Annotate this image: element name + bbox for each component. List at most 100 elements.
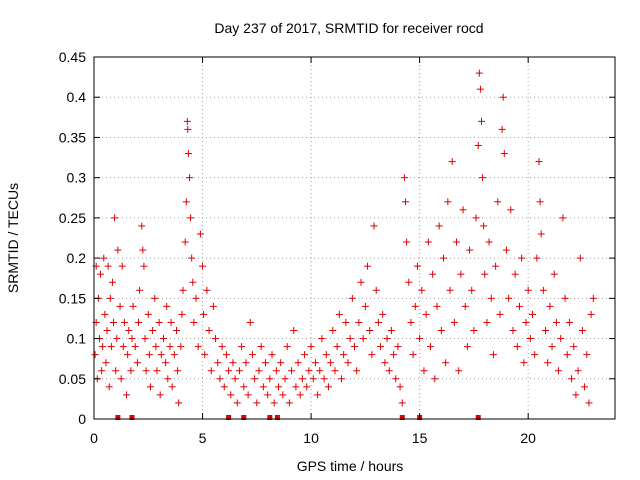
data-point [511,270,519,278]
data-point [136,286,144,294]
data-point [435,222,443,230]
data-point [461,302,469,310]
data-point [133,359,141,367]
data-point [583,351,591,359]
data-point [407,318,415,326]
data-point [209,302,217,310]
data-point [422,310,430,318]
data-point [99,343,107,351]
data-point [576,254,584,262]
data-point [337,375,345,383]
data-point [97,270,105,278]
data-point [179,286,187,294]
data-point [175,399,183,407]
data-point [383,335,391,343]
data-point [368,351,376,359]
data-point [309,375,317,383]
y-tick-label: 0.15 [59,290,86,306]
data-point [450,318,458,326]
data-point [98,367,106,375]
data-point [114,246,122,254]
data-point [359,335,367,343]
data-point [331,367,339,375]
axis-ticks [93,56,615,420]
data-point [526,335,534,343]
data-point [149,327,157,335]
data-point [485,238,493,246]
data-point [574,367,582,375]
data-point [479,174,487,182]
data-point [398,399,406,407]
data-point [233,399,241,407]
data-point [131,343,139,351]
data-point [457,270,465,278]
data-point [351,343,358,351]
data-point [238,343,246,351]
data-point [100,254,108,262]
data-point [470,327,478,335]
gap-marker [226,415,232,420]
data-point [101,310,109,318]
data-point [110,318,118,326]
data-point [370,222,378,230]
data-point [557,335,565,343]
y-tick-label: 0.05 [59,371,86,387]
data-point [426,343,434,351]
x-tick-label: 10 [303,430,319,446]
data-point [539,286,547,294]
data-point [105,383,113,391]
gap-marker [129,415,135,420]
data-point [492,262,500,270]
data-point [151,294,159,302]
data-point [548,343,556,351]
data-point [246,318,254,326]
data-point [190,318,198,326]
data-point [420,367,428,375]
data-point [186,174,194,182]
data-point [442,359,450,367]
x-tick-label: 15 [412,430,428,446]
y-tick-label: 0.1 [67,331,87,347]
y-tick-label: 0.4 [67,89,87,105]
data-point [178,310,186,318]
data-point [103,327,111,335]
data-point [533,254,541,262]
data-point [318,335,326,343]
data-point [374,318,382,326]
data-point [144,310,152,318]
data-point [542,327,550,335]
data-point [416,335,424,343]
data-point [128,335,136,343]
data-point [400,174,408,182]
data-point [194,343,202,351]
data-point [264,391,272,399]
data-point [305,367,313,375]
data-point [170,351,178,359]
data-point [102,359,110,367]
data-point [142,367,150,375]
data-point [153,367,161,375]
y-tick-label: 0.45 [59,49,86,65]
data-point [429,270,437,278]
data-point [418,286,426,294]
data-point [107,343,115,351]
data-point [509,327,517,335]
data-point [277,359,285,367]
gap-marker [267,415,273,420]
data-point [207,367,215,375]
data-point [91,351,99,359]
data-point [402,198,410,206]
data-point [156,391,164,399]
data-point [294,359,302,367]
x-tick-label: 5 [199,430,207,446]
data-point [520,359,528,367]
data-point [314,391,322,399]
data-point [242,359,250,367]
gap-marker [399,415,405,420]
data-point [117,375,125,383]
data-point [157,351,165,359]
data-point [463,343,471,351]
data-point [174,367,182,375]
y-tick-label: 0 [78,411,86,427]
data-point [227,391,235,399]
